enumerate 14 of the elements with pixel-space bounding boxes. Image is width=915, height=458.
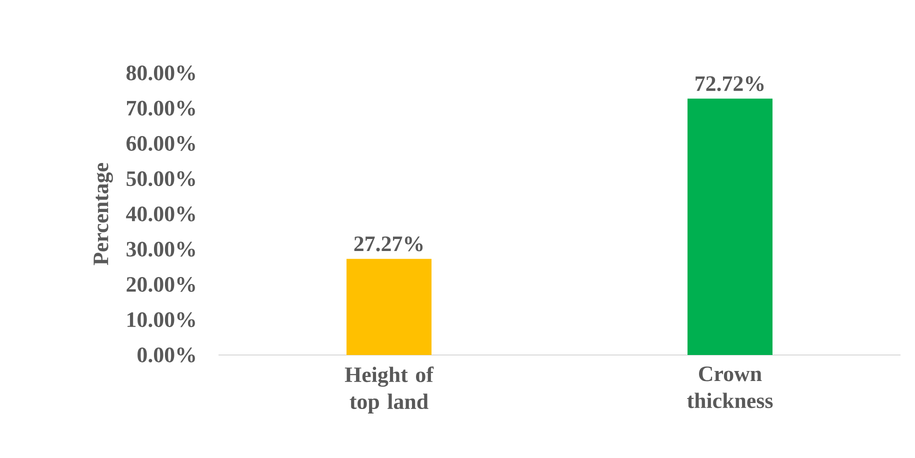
y-tick-label: 0.00% bbox=[138, 348, 195, 362]
y-tick-label: 60.00% bbox=[126, 136, 195, 151]
x-tick-label: Height of top land bbox=[344, 366, 434, 414]
x-tick-label: Crown thickness bbox=[687, 366, 773, 408]
y-axis-title: Percentage bbox=[94, 163, 113, 266]
y-tick-label: 70.00% bbox=[127, 100, 195, 116]
y-tick-label: 40.00% bbox=[126, 206, 195, 222]
y-tick-label: 10.00% bbox=[128, 312, 195, 328]
y-tick-label: 30.00% bbox=[126, 242, 195, 257]
y-tick-label: 20.00% bbox=[126, 277, 195, 292]
y-tick-label: 80.00% bbox=[126, 66, 195, 80]
data-label: 27.27% bbox=[354, 236, 423, 252]
y-tick-label: 50.00% bbox=[126, 171, 195, 186]
data-label: 72.72% bbox=[696, 76, 764, 92]
